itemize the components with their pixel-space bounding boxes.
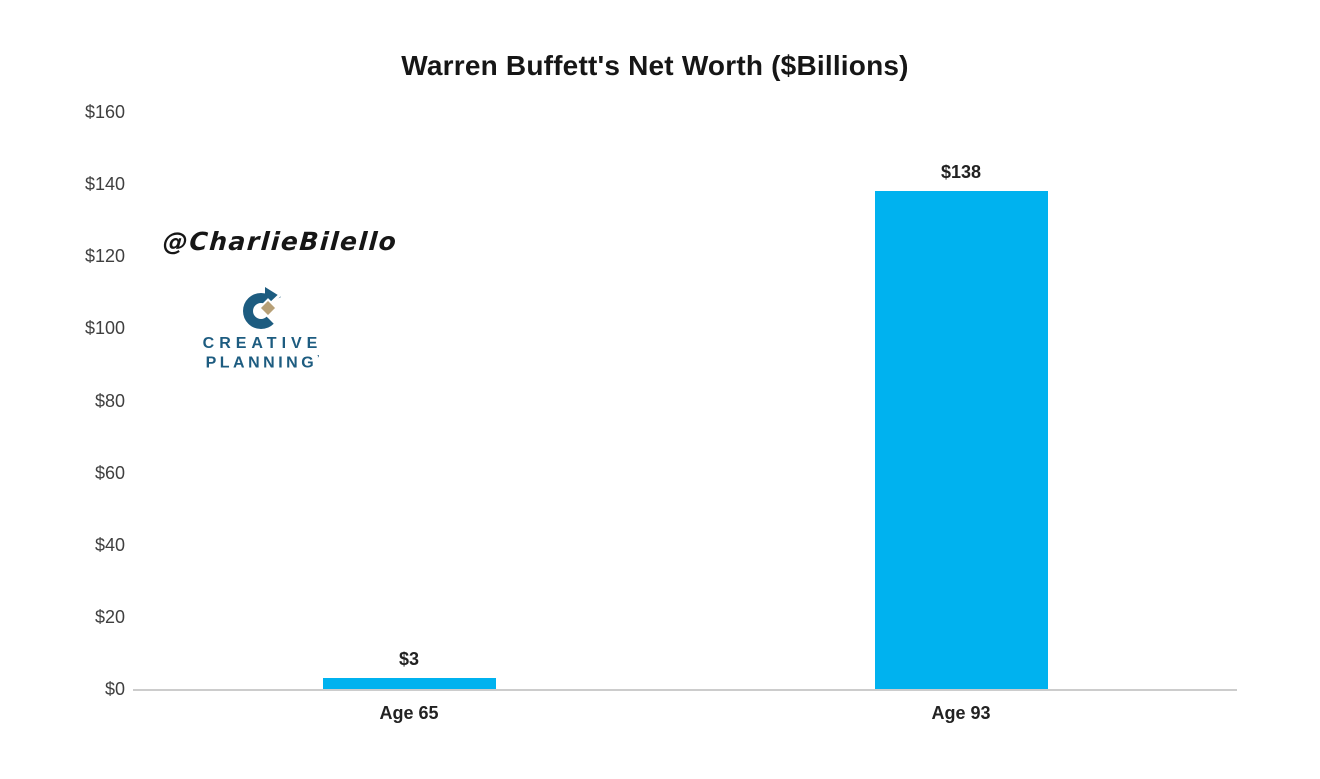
logo-trademark-mark: ’: [317, 354, 320, 363]
logo-text-planning: PLANNING’: [190, 354, 335, 372]
logo-text-planning-word: PLANNING: [205, 354, 318, 372]
y-tick-label: $60: [94, 462, 125, 483]
x-axis-line: [133, 689, 1237, 691]
logo-text-creative: CREATIVE: [202, 335, 323, 352]
y-tick-label: $160: [84, 102, 125, 122]
y-tick-label: $140: [84, 174, 125, 195]
y-tick-label: $100: [84, 318, 125, 339]
y-tick-label: $40: [94, 534, 125, 555]
creative-planning-logo-icon: [242, 287, 284, 329]
bar-value-label: $138: [940, 162, 982, 182]
bar-age-93: [874, 191, 1048, 689]
bar-value-label: $3: [398, 649, 420, 669]
bar-age-65: [322, 678, 496, 689]
chart-title: Warren Buffett's Net Worth ($Billions): [401, 50, 909, 81]
y-tick-label: $80: [94, 390, 125, 411]
x-category-label: Age 65: [379, 703, 439, 723]
x-category-label: Age 93: [931, 703, 991, 723]
y-tick-label: $0: [104, 679, 125, 699]
y-tick-label: $120: [84, 246, 125, 267]
creative-planning-logo: CREATIVE PLANNING’: [190, 286, 335, 372]
y-tick-label: $20: [94, 606, 125, 627]
